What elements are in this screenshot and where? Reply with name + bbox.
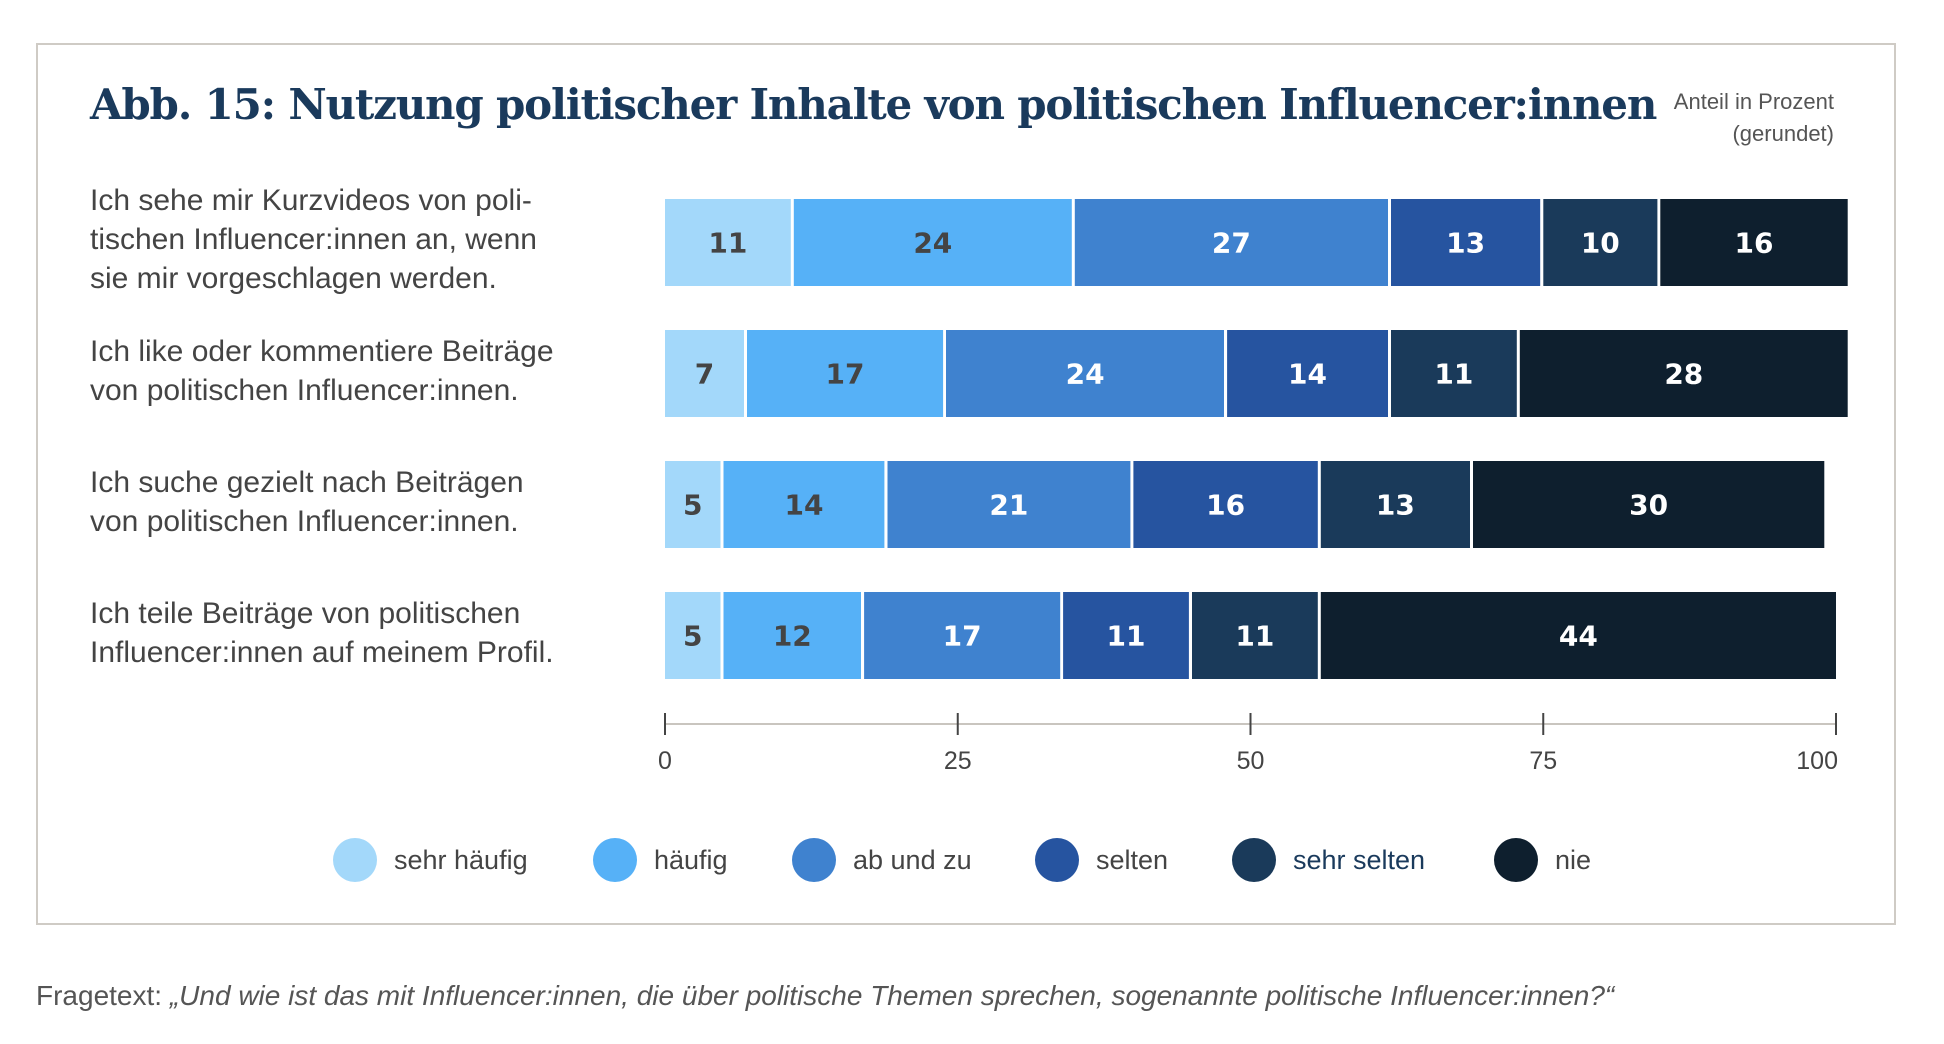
x-tick-label: 100 <box>1796 747 1838 775</box>
category-label: Ich teile Beiträge von politischen Influe… <box>90 596 554 669</box>
legend-label: selten <box>1096 844 1169 875</box>
data-label: 17 <box>943 620 982 653</box>
bar-segment <box>1391 330 1517 417</box>
bar-segment <box>747 330 944 417</box>
bar-row: 11 24 27 13 10 16 <box>665 199 1848 286</box>
x-tick-label: 75 <box>1529 747 1557 775</box>
legend-item: häufig <box>593 837 728 883</box>
legend-label: sehr selten <box>1293 844 1426 875</box>
bar-row: 7 17 24 14 11 28 <box>665 330 1848 417</box>
data-label: 16 <box>1735 227 1774 260</box>
bar-segment <box>665 199 791 286</box>
bar-segment <box>1227 330 1388 417</box>
bar-segment <box>665 592 721 679</box>
bar-segment <box>723 592 861 679</box>
legend-swatch-icon <box>792 838 836 882</box>
x-tick-label: 50 <box>1237 747 1265 775</box>
legend-swatch-icon <box>1035 838 1079 882</box>
data-label: 14 <box>1288 358 1327 391</box>
footnote: Fragetext: „Und wie ist das mit Influenc… <box>36 980 1614 1012</box>
data-label: 21 <box>989 489 1028 522</box>
bar-row: 5 14 21 16 13 30 <box>665 461 1825 548</box>
data-label: 17 <box>826 358 865 391</box>
data-label: 27 <box>1212 227 1251 260</box>
legend-swatch-icon <box>593 838 637 882</box>
category-label: Ich like oder kommentiere Beiträge von po… <box>90 334 554 407</box>
data-label: 13 <box>1446 227 1485 260</box>
bar-segment <box>1320 461 1470 548</box>
category-label: Ich sehe mir Kurzvideos von poli-tischen… <box>90 184 537 295</box>
legend-item: selten <box>1035 837 1168 883</box>
bar-segment <box>1519 330 1848 417</box>
legend-item: sehr häufig <box>333 837 528 883</box>
data-label: 44 <box>1559 620 1598 653</box>
data-label: 24 <box>913 227 952 260</box>
bar-segment <box>1473 461 1825 548</box>
bar-segment <box>665 330 744 417</box>
data-label: 28 <box>1664 358 1703 391</box>
x-tick-label: 0 <box>658 747 672 775</box>
data-label: 10 <box>1581 227 1620 260</box>
bar-segment <box>1391 199 1541 286</box>
legend-swatch-icon <box>1232 838 1276 882</box>
legend-label: häufig <box>654 844 728 875</box>
bar-segment <box>1320 592 1836 679</box>
data-label: 30 <box>1629 489 1668 522</box>
data-label: 11 <box>1107 620 1146 653</box>
legend-label: sehr häufig <box>394 844 528 875</box>
data-label: 12 <box>773 620 812 653</box>
footnote-question: „Und wie ist das mit Influencer:innen, d… <box>169 980 1615 1011</box>
bars-group: 11 24 27 13 10 16 7 17 24 14 11 28 5 14 21 16 13 30 5 12 17 1… <box>665 199 1848 679</box>
unit-note: Anteil in Prozent (gerundet) <box>1674 86 1834 150</box>
unit-note-line-1: Anteil in Prozent <box>1673 89 1834 114</box>
footnote-prefix: Fragetext: <box>36 980 170 1011</box>
unit-note-line-2: (gerundet) <box>1732 121 1834 146</box>
data-label: 11 <box>708 227 747 260</box>
bar-segment <box>723 461 885 548</box>
data-label: 7 <box>695 358 714 391</box>
legend-item: sehr selten <box>1232 837 1425 883</box>
bar-segment <box>793 199 1072 286</box>
legend-item: ab und zu <box>792 837 972 883</box>
bar-segment <box>1660 199 1848 286</box>
chart-title: Abb. 15: Nutzung politischer Inhalte von… <box>90 80 1657 129</box>
category-label: Ich suche gezielt nach Beiträgen von poli… <box>90 465 524 538</box>
data-label: 11 <box>1235 620 1274 653</box>
x-tick-label: 25 <box>944 747 972 775</box>
bar-segment <box>1192 592 1318 679</box>
data-label: 5 <box>683 489 702 522</box>
bar-segment <box>887 461 1131 548</box>
bar-segment <box>946 330 1224 417</box>
legend-swatch-icon <box>333 838 377 882</box>
legend: sehr häufig häufig ab und zu selten sehr sel… <box>0 837 1944 883</box>
legend-item: nie <box>1494 837 1591 883</box>
bar-segment <box>864 592 1061 679</box>
legend-swatch-icon <box>1494 838 1538 882</box>
legend-label: ab und zu <box>853 844 972 875</box>
bar-segment <box>665 461 721 548</box>
data-label: 11 <box>1434 358 1473 391</box>
data-label: 16 <box>1206 489 1245 522</box>
x-axis: 0 25 50 75 100 <box>658 713 1838 775</box>
legend-label: nie <box>1555 844 1592 875</box>
data-label: 13 <box>1376 489 1415 522</box>
data-label: 14 <box>785 489 824 522</box>
bar-segment <box>1133 461 1318 548</box>
bar-segment <box>1543 199 1658 286</box>
bar-segment <box>1063 592 1189 679</box>
bar-row: 5 12 17 11 11 44 <box>665 592 1836 679</box>
bar-segment <box>1074 199 1388 286</box>
data-label: 5 <box>683 620 702 653</box>
data-label: 24 <box>1066 358 1105 391</box>
